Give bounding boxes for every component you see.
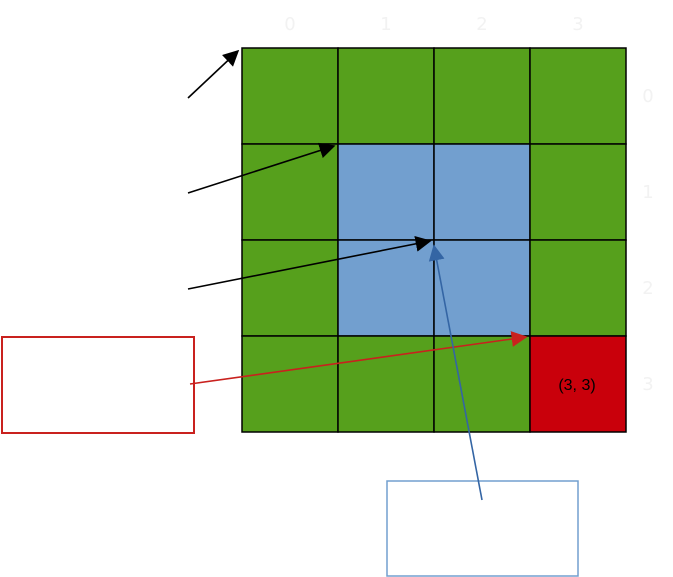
red-annotation-box — [1, 336, 195, 434]
column-label-0: 0 — [284, 14, 295, 35]
grid-cell-3-3 — [529, 335, 627, 433]
column-labels: 0 1 2 3 — [284, 14, 583, 35]
grid-cells — [241, 47, 627, 433]
grid-cell-3-1 — [337, 335, 435, 433]
column-label-3: 3 — [572, 14, 583, 35]
highlight-cell-label: (3, 3) — [558, 377, 595, 394]
grid-cell-1-2 — [433, 143, 531, 241]
grid-cell-3-2 — [433, 335, 531, 433]
blue-annotation-box — [386, 480, 579, 577]
row-label-3: 3 — [642, 374, 653, 395]
grid-cell-2-1 — [337, 239, 435, 337]
grid-cell-0-0 — [241, 47, 339, 145]
red-arrow-to-cell-3-3 — [189, 331, 528, 385]
grid-cell-3-0 — [241, 335, 339, 433]
grid-cell-0-1 — [337, 47, 435, 145]
arrow-to-cell-1-1 — [187, 142, 336, 194]
grid-cell-0-3 — [529, 47, 627, 145]
column-label-2: 2 — [476, 14, 487, 35]
grid-cell-1-0 — [241, 143, 339, 241]
row-label-1: 1 — [642, 182, 653, 203]
arrow-to-grid-origin — [187, 49, 240, 99]
row-label-2: 2 — [642, 278, 653, 299]
row-label-0: 0 — [642, 86, 653, 107]
grid-cell-1-1 — [337, 143, 435, 241]
grid-cell-2-2 — [433, 239, 531, 337]
grid-cell-2-3 — [529, 239, 627, 337]
arrow-to-cell-2-2 — [187, 235, 432, 290]
column-label-1: 1 — [380, 14, 391, 35]
grid-cell-0-2 — [433, 47, 531, 145]
blue-arrow-to-grid-center — [428, 244, 483, 501]
grid-cell-2-0 — [241, 239, 339, 337]
grid-cell-1-3 — [529, 143, 627, 241]
row-labels: 0 1 2 3 — [642, 86, 653, 395]
